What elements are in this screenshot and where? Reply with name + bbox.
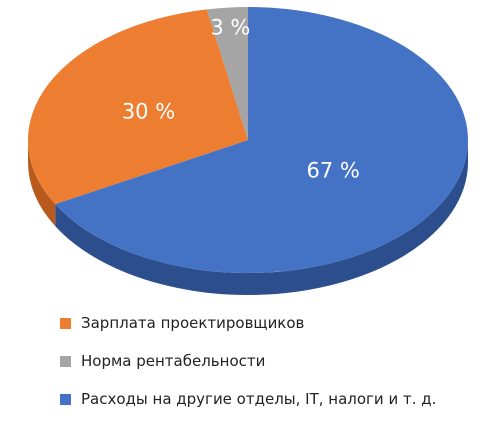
pie-side-other-expenses bbox=[55, 140, 469, 295]
pie-chart: 67 % 30 % 3 % bbox=[28, 7, 469, 295]
pie-slices bbox=[28, 7, 469, 273]
legend-swatch-salary bbox=[60, 317, 71, 329]
pie-slice-salary bbox=[28, 9, 248, 205]
legend-item-salary: Зарплата проектировщиков bbox=[60, 304, 436, 342]
legend-item-profit-margin: Норма рентабельности bbox=[60, 342, 436, 380]
pie-label-salary: 30 % bbox=[122, 100, 175, 124]
pie-slice-profit-margin bbox=[206, 7, 248, 140]
pie-slice-other-expenses bbox=[55, 7, 469, 273]
pie-sides bbox=[28, 140, 469, 295]
legend: Зарплата проектировщиков Норма рентабель… bbox=[60, 304, 436, 418]
legend-label-profit-margin: Норма рентабельности bbox=[81, 352, 266, 370]
legend-swatch-other-expenses bbox=[60, 393, 71, 405]
legend-label-other-expenses: Расходы на другие отделы, IT, налоги и т… bbox=[81, 390, 437, 408]
pie-label-profit-margin: 3 % bbox=[210, 16, 250, 40]
legend-item-other-expenses: Расходы на другие отделы, IT, налоги и т… bbox=[60, 380, 436, 418]
pie-label-other-expenses: 67 % bbox=[307, 159, 360, 183]
legend-swatch-profit-margin bbox=[60, 355, 71, 367]
pie-labels: 67 % 30 % 3 % bbox=[122, 16, 360, 183]
legend-label-salary: Зарплата проектировщиков bbox=[81, 314, 305, 332]
pie-side-salary bbox=[28, 140, 56, 227]
